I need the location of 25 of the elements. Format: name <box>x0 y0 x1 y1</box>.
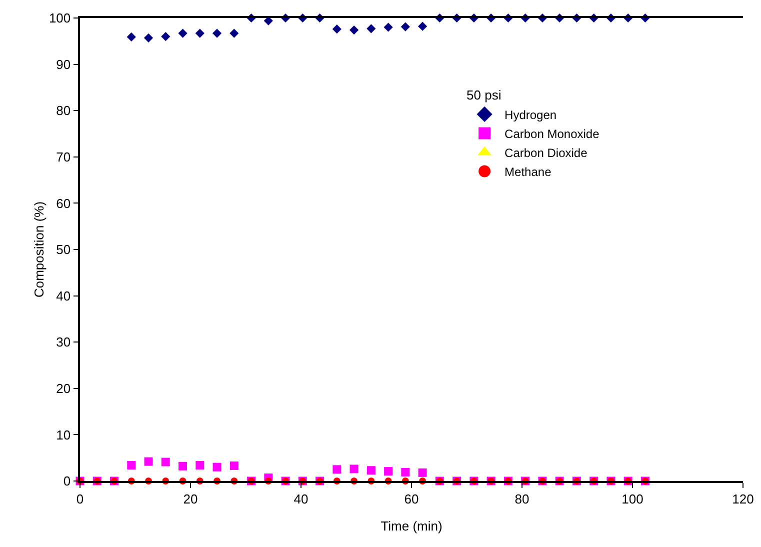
y-tick-label: 50 <box>56 242 71 258</box>
y-tick-label: 60 <box>56 196 71 211</box>
x-tick-label: 20 <box>183 491 198 506</box>
y-tick-label: 90 <box>56 56 71 72</box>
legend-label: Methane <box>504 164 552 179</box>
legend-title: 50 psi <box>466 88 502 103</box>
y-tick-label: 70 <box>56 149 71 164</box>
legend-label: Carbon Dioxide <box>504 146 588 160</box>
y-tick-label: 0 <box>63 474 71 489</box>
y-tick-label: 80 <box>56 103 71 118</box>
legend-label: Carbon Monoxide <box>504 126 600 141</box>
legend-label: Hydrogen <box>504 108 557 122</box>
x-axis-title: Time (min) <box>380 518 442 534</box>
y-tick-label: 30 <box>56 334 71 350</box>
x-tick-label: 40 <box>294 491 308 506</box>
x-tick-label: 80 <box>514 491 530 506</box>
x-tick-label: 120 <box>732 491 754 506</box>
y-tick-label: 40 <box>56 288 71 304</box>
x-tick-label: 100 <box>622 491 644 506</box>
x-tick-label: 0 <box>76 491 84 506</box>
x-tick-label: 60 <box>404 491 419 506</box>
y-tick-label: 100 <box>48 10 71 26</box>
y-tick-label: 10 <box>56 427 71 442</box>
y-tick-label: 20 <box>56 380 71 396</box>
y-axis-title: Composition (%) <box>32 201 46 298</box>
